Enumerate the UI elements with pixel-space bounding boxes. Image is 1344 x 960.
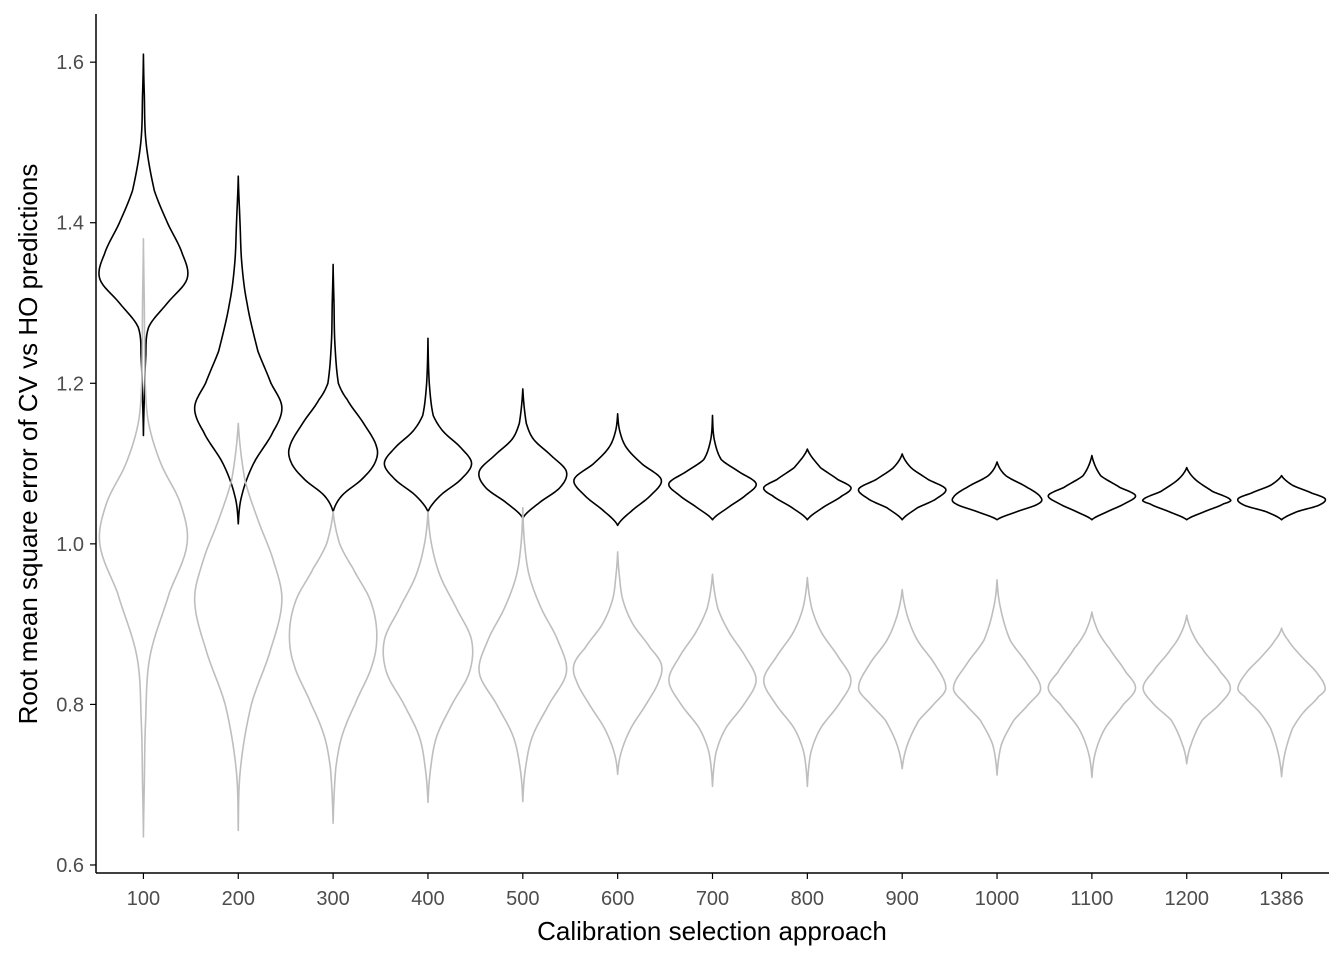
violin-series-1-900 — [857, 453, 947, 521]
y-tick-label: 0.8 — [56, 694, 84, 716]
violin-series-1-1000 — [951, 461, 1043, 521]
violin-series-1-1386 — [1236, 474, 1327, 521]
x-tick-label: 1386 — [1259, 888, 1304, 910]
violin-series-1-700 — [668, 414, 757, 521]
violin-layer — [98, 53, 1327, 838]
violin-series-1-1100 — [1047, 454, 1137, 521]
violin-series-2-1386 — [1237, 627, 1327, 778]
x-tick-label: 200 — [222, 888, 255, 910]
violin-series-2-600 — [572, 551, 663, 776]
x-axis-ticks: 100 200 300 400 500 600 700 800 900 1000 1100 1200 1… — [127, 873, 1304, 910]
violin-series-1-600 — [573, 413, 663, 527]
violin-series-1-500 — [478, 388, 568, 519]
violin-series-2-100 — [98, 237, 189, 838]
y-tick-label: 1.0 — [56, 534, 84, 556]
x-tick-label: 500 — [506, 888, 539, 910]
violin-series-2-200 — [193, 422, 283, 832]
y-tick-label: 1.6 — [56, 52, 84, 74]
y-tick-label: 1.2 — [56, 373, 84, 395]
x-tick-label: 900 — [886, 888, 919, 910]
violin-series-1-400 — [383, 337, 473, 513]
y-tick-label: 0.6 — [56, 855, 84, 877]
violin-series-2-800 — [762, 576, 852, 788]
x-axis-title: Calibration selection approach — [537, 916, 887, 946]
x-tick-label: 1200 — [1164, 888, 1209, 910]
y-axis-ticks: 0.6 0.8 1.0 1.2 1.4 1.6 — [56, 52, 96, 877]
violin-series-2-1200 — [1142, 614, 1232, 765]
violin-series-2-300 — [288, 510, 378, 825]
x-tick-label: 400 — [411, 888, 444, 910]
violin-series-1-800 — [762, 448, 852, 521]
x-tick-label: 100 — [127, 888, 160, 910]
violin-series-2-1000 — [952, 579, 1042, 776]
violin-series-1-100 — [98, 53, 189, 437]
y-tick-label: 1.4 — [56, 213, 84, 235]
violin-series-2-500 — [478, 506, 568, 803]
y-axis-title: Root mean square error of CV vs HO predi… — [13, 164, 43, 725]
violin-series-1-300 — [287, 263, 379, 513]
violin-series-2-700 — [668, 573, 757, 788]
x-tick-label: 700 — [696, 888, 729, 910]
x-tick-label: 1100 — [1070, 888, 1113, 910]
violin-series-1-200 — [193, 175, 283, 525]
violin-series-2-1100 — [1047, 611, 1137, 779]
x-tick-label: 800 — [791, 888, 824, 910]
violin-series-2-400 — [382, 510, 474, 804]
violin-series-2-900 — [857, 588, 947, 770]
x-tick-label: 300 — [316, 888, 349, 910]
x-tick-label: 600 — [601, 888, 634, 910]
violin-series-1-1200 — [1141, 466, 1232, 521]
x-tick-label: 1000 — [975, 888, 1020, 910]
